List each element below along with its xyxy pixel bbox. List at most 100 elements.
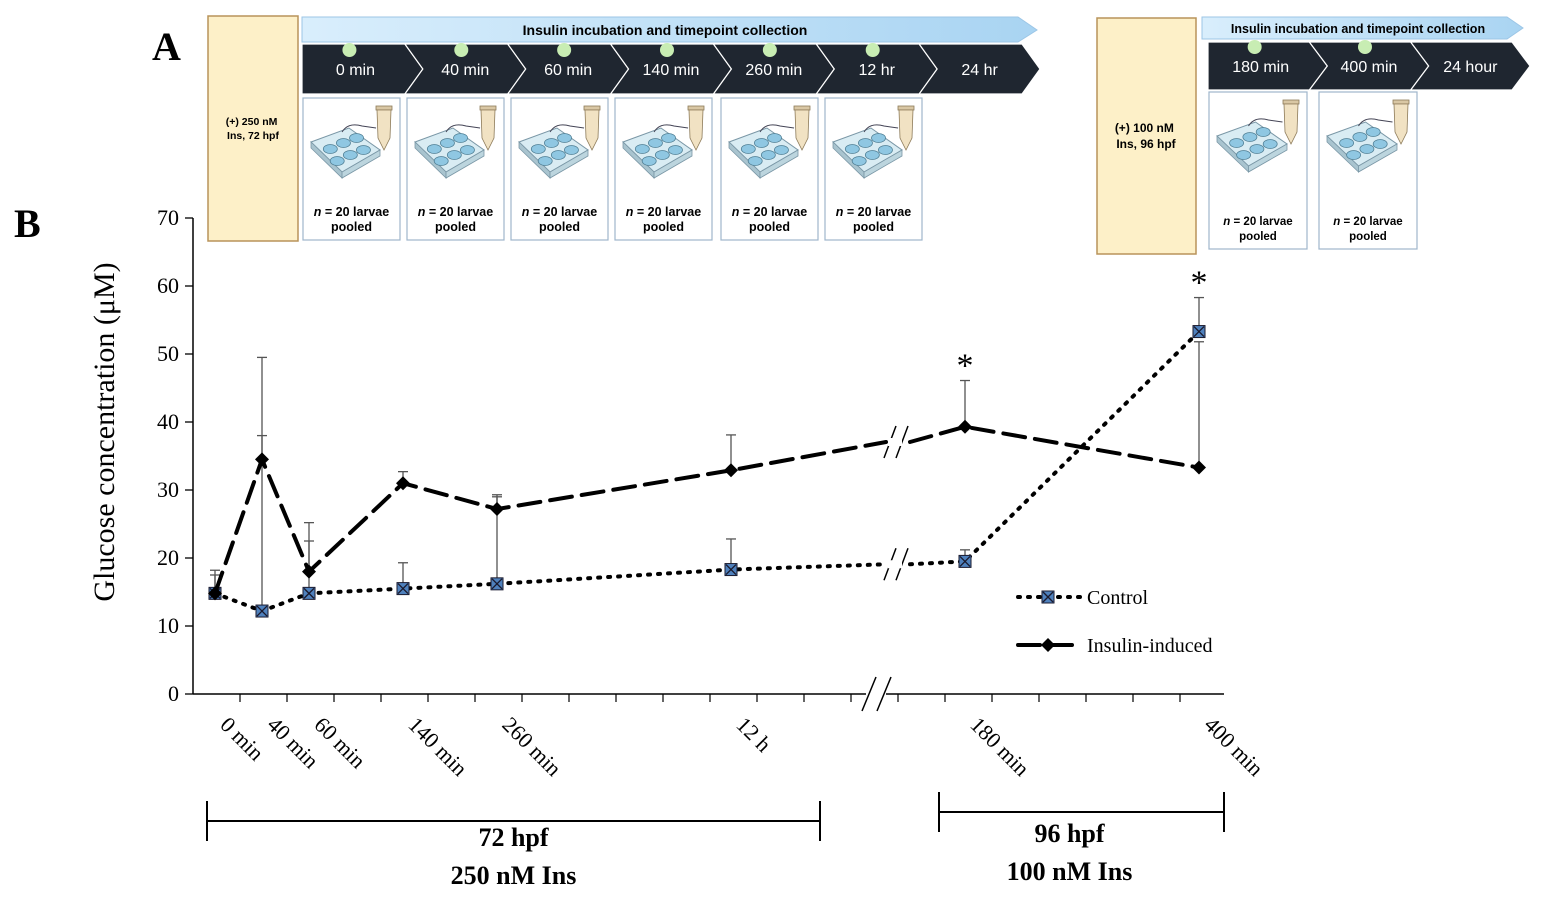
- y-tick-label: 40: [157, 409, 179, 434]
- sample-tube-icon: [897, 105, 915, 151]
- condition-box-left: (+) 250 nM Ins, 72 hpf: [207, 15, 299, 242]
- condition-right-line1: (+) 100 nM: [1115, 121, 1174, 135]
- panel-b-label: B: [14, 201, 41, 246]
- legend: Control Insulin-induced: [1016, 587, 1213, 657]
- well-plate-icon: [310, 124, 381, 179]
- sample-label: n = 20 larvae: [1223, 216, 1292, 228]
- y-tick-label: 50: [157, 341, 179, 366]
- collection-dot-icon: [342, 43, 357, 57]
- pipette-icon: [1358, 118, 1393, 127]
- group-bracket: 96 hpf 100 nM Ins: [938, 792, 1225, 886]
- sample-pooled-label: pooled: [435, 220, 476, 234]
- data-point-control: [302, 586, 316, 600]
- series-line-insulin-induced: [213, 439, 888, 596]
- banner-right-text: Insulin incubation and timepoint collect…: [1231, 22, 1485, 36]
- timeline-left: 0 min 40 min 60 min 140 min 260 min 12 hr 24 h…: [301, 43, 1041, 95]
- condition-box-right: (+) 100 nM Ins, 96 hpf: [1096, 17, 1197, 255]
- data-point-control: [724, 563, 738, 577]
- sample-pooled-label: pooled: [749, 220, 790, 234]
- sample-pooled-label: pooled: [1349, 231, 1387, 243]
- sample-tube-icon: [687, 105, 705, 151]
- pipette-icon: [445, 124, 481, 133]
- pipette-icon: [341, 124, 377, 133]
- sample-pooled-label: pooled: [853, 220, 894, 234]
- x-tick-label: 12 h: [731, 712, 776, 757]
- data-point-insulin: [255, 452, 269, 467]
- collection-dot-icon: [454, 43, 469, 57]
- timepoint-label: 140 min: [643, 62, 700, 79]
- sample-box: n = 20 larvae pooled: [1208, 91, 1308, 250]
- y-tick-label: 0: [168, 681, 179, 706]
- series-line-control: [908, 329, 1201, 567]
- axis-break-mark: [876, 676, 892, 712]
- y-tick-label: 70: [157, 205, 179, 230]
- svg-text:(+) 250 nM Ins, 72 hpf: (+) 250 nM Ins, 72 hpf: [226, 116, 281, 142]
- data-point-control: [1192, 325, 1206, 339]
- timepoint-label: 24 hour: [1443, 59, 1498, 76]
- y-axis-title: Glucose concentration (μM): [88, 262, 121, 601]
- legend-marker-diamond-icon: [1041, 638, 1055, 652]
- data-point-insulin: [724, 463, 738, 478]
- well-plate-icon: [728, 124, 799, 179]
- svg-text:(+) 100 nM Ins, 96 hpf: (+) 100 nM Ins, 96 hpf: [1115, 121, 1177, 151]
- data-point-insulin: [302, 564, 316, 579]
- group-sublabel: 100 nM Ins: [1007, 857, 1133, 886]
- x-tick-label: 260 min: [497, 712, 566, 781]
- sample-label: n = 20 larvae: [836, 205, 911, 219]
- sample-label: n = 20 larvae: [314, 205, 389, 219]
- data-point-insulin: [958, 419, 972, 434]
- sample-tube-icon: [793, 105, 811, 151]
- group-label: 72 hpf: [478, 823, 548, 852]
- x-tick-label: 60 min: [309, 712, 370, 773]
- timepoint-label: 260 min: [745, 62, 802, 79]
- pipette-icon: [863, 124, 899, 133]
- timeline-arrow: [1409, 41, 1531, 91]
- banner-left-text: Insulin incubation and timepoint collect…: [523, 22, 808, 38]
- data-point-insulin: [1192, 460, 1206, 475]
- well-plate-icon: [414, 124, 485, 179]
- sample-label: n = 20 larvae: [522, 205, 597, 219]
- collection-dot-icon: [557, 43, 572, 57]
- banner-left: Insulin incubation and timepoint collect…: [301, 16, 1038, 43]
- timepoint-label: 24 hr: [961, 62, 998, 79]
- group-bracket: 72 hpf 250 nM Ins: [206, 801, 821, 890]
- collection-dot-icon: [762, 43, 777, 57]
- sample-label: n = 20 larvae: [732, 205, 807, 219]
- sample-pooled-label: pooled: [1239, 231, 1277, 243]
- timepoint-label: 400 min: [1341, 59, 1398, 76]
- sample-pooled-label: pooled: [331, 220, 372, 234]
- y-tick-label: 30: [157, 477, 179, 502]
- timepoint-label: 180 min: [1232, 59, 1289, 76]
- significance-asterisk: *: [957, 348, 974, 385]
- sample-tube-icon: [375, 105, 393, 151]
- data-point-control: [255, 604, 269, 618]
- timepoint-label: 12 hr: [858, 62, 895, 79]
- panel-a-label: A: [152, 24, 181, 69]
- sample-tube-icon: [1282, 99, 1300, 145]
- well-plate-icon: [1326, 118, 1398, 173]
- timepoint-label: 60 min: [544, 62, 592, 79]
- pipette-icon: [549, 124, 585, 133]
- significance-asterisk: *: [1191, 265, 1208, 302]
- sample-label: n = 20 larvae: [1333, 216, 1402, 228]
- well-plate-icon: [1216, 118, 1288, 173]
- group-label: 96 hpf: [1034, 819, 1104, 848]
- x-tick-label: 0 min: [215, 712, 269, 766]
- sample-pooled-label: pooled: [539, 220, 580, 234]
- data-point-insulin: [208, 586, 222, 601]
- axis-break-mark: [861, 676, 877, 712]
- sample-label: n = 20 larvae: [418, 205, 493, 219]
- legend-label: Control: [1087, 587, 1149, 609]
- collection-dot-icon: [1247, 40, 1262, 54]
- sample-tube-icon: [583, 105, 601, 151]
- timepoint-label: 0 min: [336, 62, 375, 79]
- sample-box: n = 20 larvae pooled: [1318, 91, 1418, 250]
- timeline-right: 180 min 400 min 24 hour: [1207, 40, 1531, 91]
